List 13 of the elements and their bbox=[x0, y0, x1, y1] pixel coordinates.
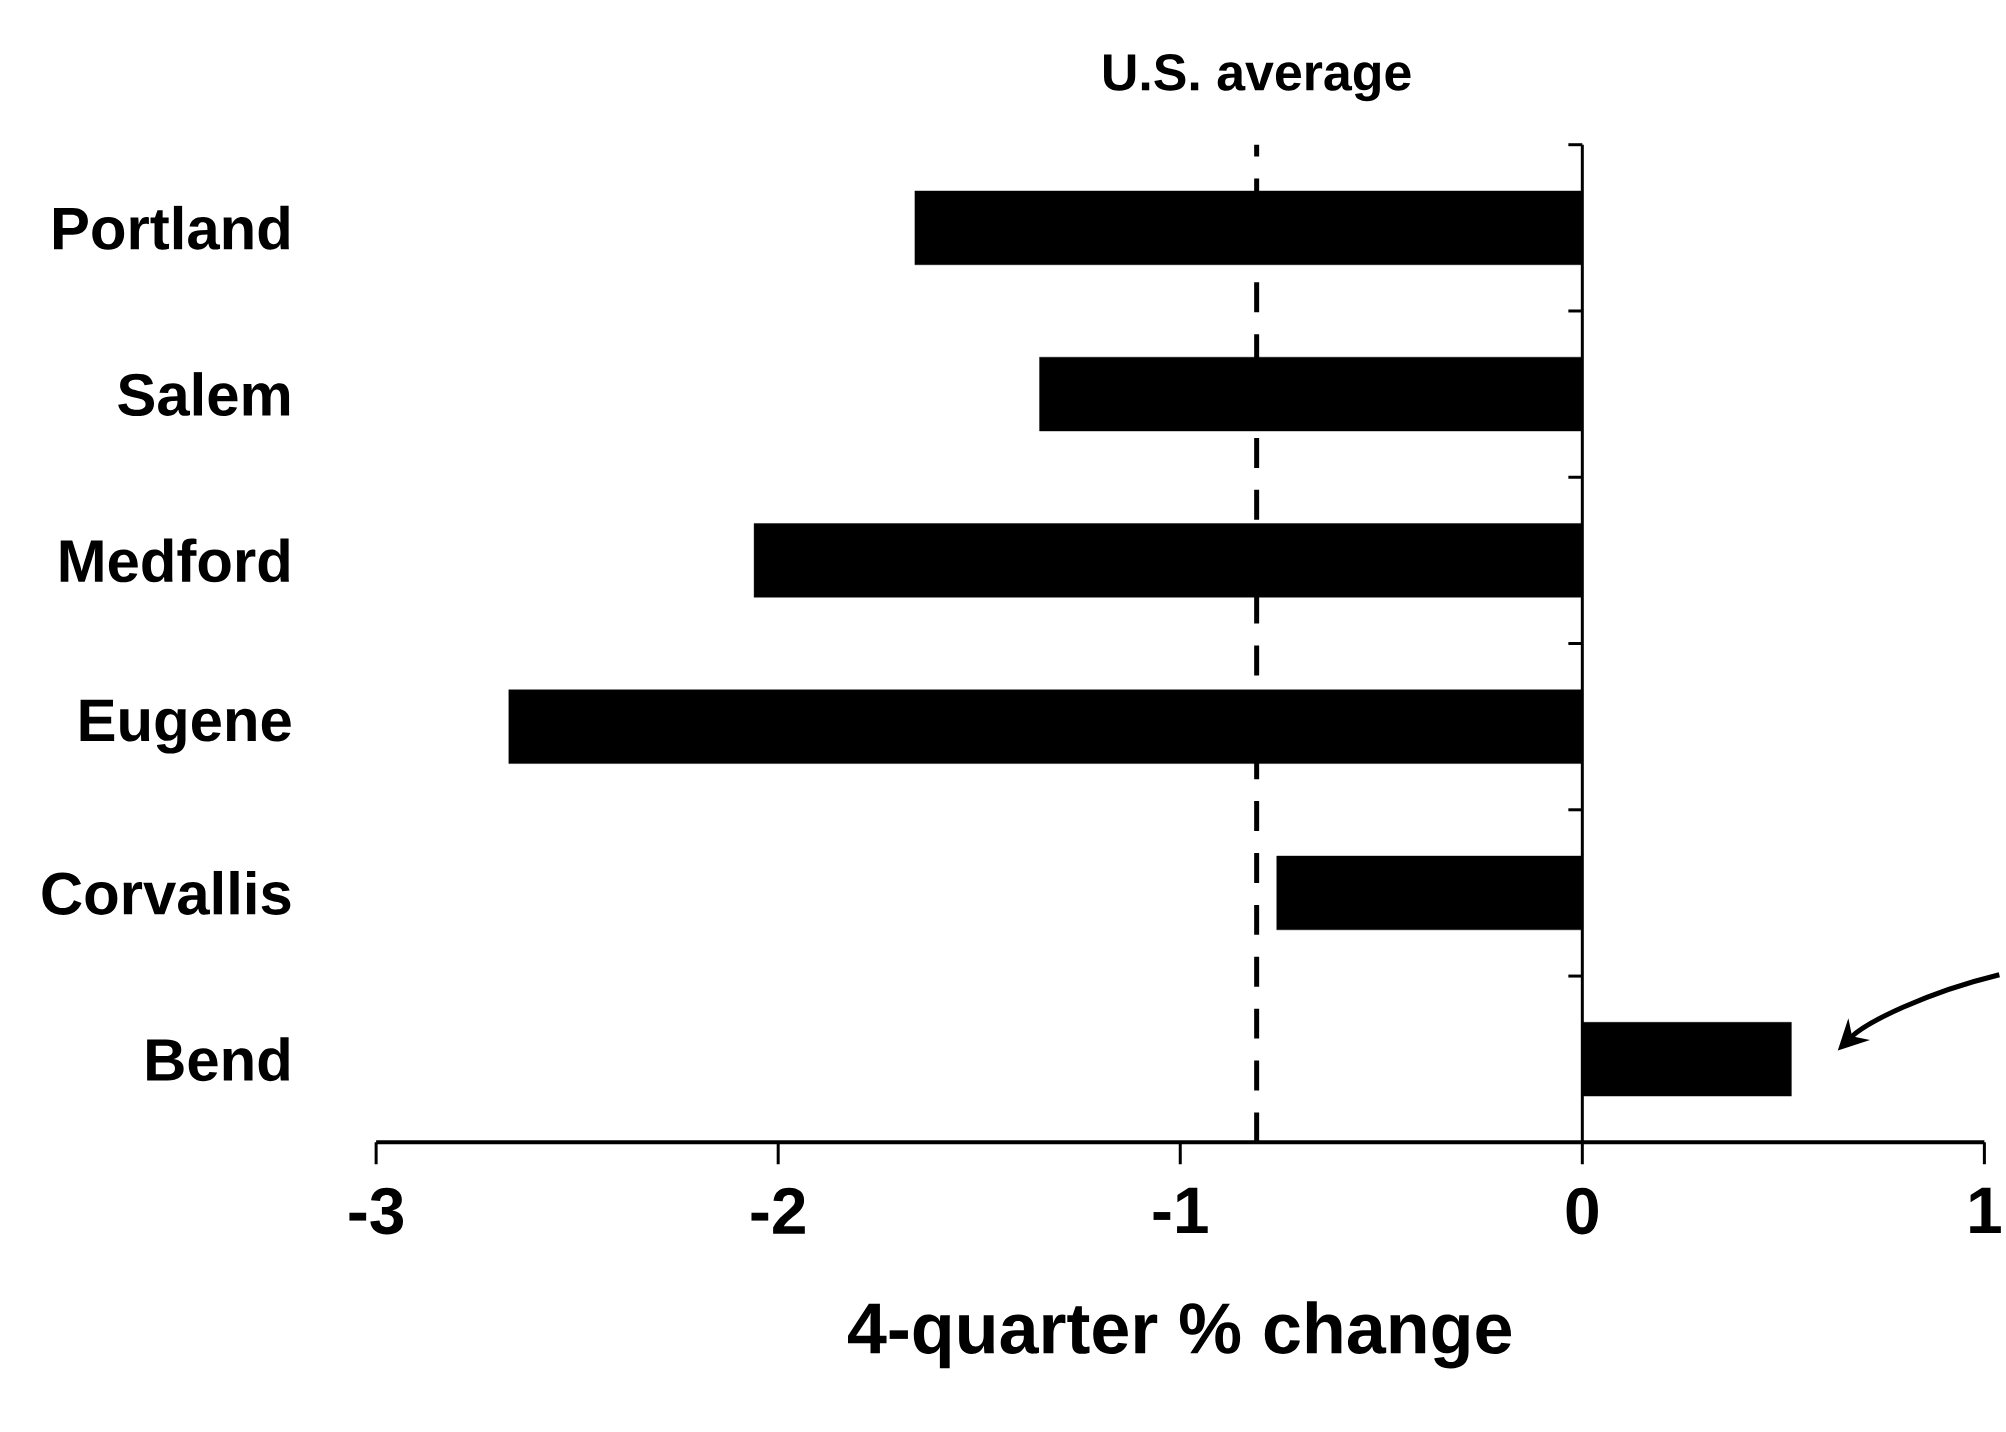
y-tick-label: Bend bbox=[147, 1037, 289, 1082]
y-tick-label: Eugene bbox=[80, 699, 291, 754]
y-tick-label: Medford bbox=[60, 538, 289, 583]
ref-line-label: U.S. average bbox=[1104, 54, 1411, 102]
y-tick-label: Portland bbox=[54, 206, 289, 250]
x-tick-label: 0 bbox=[1566, 1187, 1598, 1235]
x-tick-label: 1 bbox=[1970, 1187, 2001, 1234]
y-tick-label: Salem bbox=[118, 372, 290, 417]
x-tick-label: -2 bbox=[751, 1187, 805, 1234]
x-tick-label: -3 bbox=[349, 1187, 404, 1235]
x-tick-label: -1 bbox=[1153, 1187, 1208, 1234]
y-tick-label: Corvallis bbox=[42, 871, 291, 916]
x-axis-title: 4-quarter % change bbox=[848, 1301, 1512, 1369]
